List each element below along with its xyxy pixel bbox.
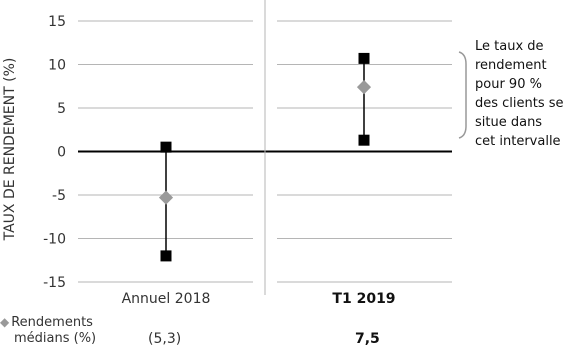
median-marker	[158, 190, 174, 205]
median-value-2018: (5,3)	[148, 331, 182, 347]
range-high-marker	[358, 52, 370, 64]
gridlines	[78, 0, 452, 295]
y-tick-label: 15	[48, 14, 66, 30]
legend: ◆ Rendements médians (%)	[0, 314, 96, 347]
y-tick-label: -15	[43, 275, 66, 291]
median-marker	[356, 80, 372, 95]
data-series	[158, 52, 372, 262]
callout-note: Le taux de rendement pour 90 % des clien…	[475, 39, 564, 149]
y-axis-title: TAUX DE RENDEMENT (%)	[2, 58, 18, 242]
range-high-marker	[160, 141, 172, 153]
y-tick-label: 5	[57, 101, 66, 117]
legend-label-line1: Rendements	[11, 315, 93, 330]
median-value-t1-2019: 7,5	[355, 331, 380, 347]
y-tick-labels: 15 10 5 0 -5 -10 -15	[43, 14, 66, 291]
range-low-marker	[358, 134, 370, 146]
range-low-marker	[160, 250, 172, 262]
y-tick-label: -10	[43, 232, 66, 248]
callout-bracket	[458, 51, 467, 139]
category-labels: Annuel 2018 T1 2019	[122, 291, 396, 307]
y-tick-label: 0	[57, 145, 66, 161]
category-label: Annuel 2018	[122, 291, 211, 307]
diamond-icon: ◆	[0, 315, 10, 329]
legend-label-line2: médians (%)	[14, 331, 97, 346]
y-tick-label: -5	[52, 188, 66, 204]
category-label: T1 2019	[332, 291, 395, 307]
y-tick-label: 10	[48, 58, 66, 74]
